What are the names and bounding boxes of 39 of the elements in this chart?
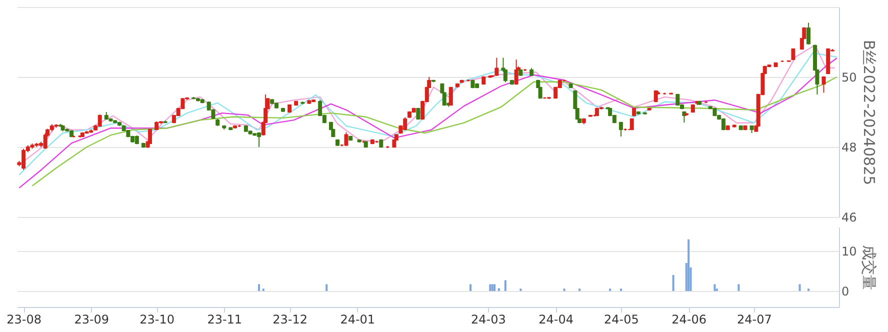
candlestick xyxy=(822,76,826,94)
bar xyxy=(470,284,472,291)
x-tick-label: 24-05 xyxy=(604,312,639,326)
x-tick-label: 23-12 xyxy=(272,312,308,326)
bar xyxy=(798,284,801,291)
bar xyxy=(504,280,506,291)
candlestick xyxy=(494,57,499,76)
x-tick-label: 23-10 xyxy=(140,312,174,326)
bar xyxy=(738,284,740,291)
y-tick-label: 48 xyxy=(842,140,857,154)
x-tick-label: 24-06 xyxy=(672,312,706,326)
bar xyxy=(489,284,492,291)
y-axis-title: B丝2022-20240825 xyxy=(860,40,878,186)
x-tick-label: 24-04 xyxy=(538,312,574,326)
x-tick-label: 23-08 xyxy=(6,312,42,326)
y-tick-label: 0 xyxy=(842,284,850,298)
bar xyxy=(494,284,496,291)
candlestick xyxy=(98,114,102,128)
y-tick-label: 10 xyxy=(842,244,857,258)
x-tick-label: 23-09 xyxy=(74,312,110,326)
candlestick xyxy=(43,132,48,150)
y-axis-title: 成交量 xyxy=(860,245,878,290)
x-tick-label: 23-11 xyxy=(207,312,242,326)
bar xyxy=(491,284,494,291)
bar xyxy=(258,284,260,291)
bar xyxy=(326,284,328,291)
x-tick-label: 24-07 xyxy=(737,312,772,326)
line-series xyxy=(32,76,838,186)
x-tick-label: 24-03 xyxy=(471,312,506,326)
bar xyxy=(498,288,500,291)
candlestick xyxy=(806,22,810,45)
y-tick-label: 50 xyxy=(842,70,857,84)
bar xyxy=(672,275,674,291)
x-tick-label: 24-01 xyxy=(340,312,376,326)
candlestick xyxy=(344,132,348,146)
candlestick xyxy=(618,121,623,137)
bar xyxy=(688,239,690,291)
y-tick-label: 46 xyxy=(842,210,857,224)
bar xyxy=(714,284,716,291)
